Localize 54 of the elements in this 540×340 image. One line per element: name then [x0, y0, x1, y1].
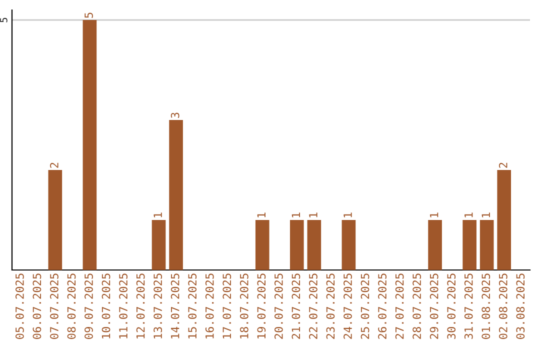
bar — [255, 220, 270, 270]
bar — [48, 170, 62, 270]
data-label: 3 — [170, 112, 180, 118]
x-tick-label: 12.07.2025 — [136, 274, 145, 338]
x-tick-label: 30.07.2025 — [447, 274, 456, 339]
bar — [290, 220, 304, 270]
x-tick-label: 09.07.2025 — [84, 274, 93, 339]
x-tick-label: 16.07.2025 — [205, 274, 214, 338]
x-tick-label: 24.07.2025 — [344, 274, 352, 339]
x-tick-label: 08.07.2025 — [67, 274, 76, 339]
bar — [428, 220, 442, 270]
bar — [342, 220, 356, 270]
bar — [169, 120, 183, 270]
data-label: 1 — [482, 212, 490, 218]
x-tick-label: 29.07.2025 — [430, 274, 438, 339]
x-tick-label: 01.08.2025 — [482, 274, 490, 339]
x-tick-label: 11.07.2025 — [119, 274, 128, 338]
x-tick-label: 31.07.2025 — [464, 274, 473, 339]
x-tick-label: 17.07.2025 — [222, 274, 232, 338]
x-tick-label: 10.07.2025 — [102, 274, 110, 338]
x-tick-label: 21.07.2025 — [292, 274, 300, 339]
x-tick-label: 05.07.2025 — [15, 274, 24, 339]
bar — [307, 220, 322, 270]
data-label: 2 — [50, 162, 58, 168]
x-tick-label: 27.07.2025 — [395, 274, 404, 339]
x-tick-label: 03.08.2025 — [516, 274, 525, 339]
data-label: 1 — [344, 212, 352, 218]
bar — [462, 220, 476, 270]
x-tick-label: 22.07.2025 — [309, 274, 318, 339]
bar — [152, 220, 166, 270]
data-label: 2 — [498, 162, 508, 168]
data-label: 1 — [430, 212, 438, 218]
data-label: 5 — [84, 12, 93, 18]
x-tick-label: 07.07.2025 — [50, 274, 58, 339]
x-tick-label: 02.08.2025 — [498, 274, 508, 339]
data-label: 1 — [464, 212, 473, 218]
bar — [82, 20, 97, 270]
data-label: 1 — [257, 212, 266, 218]
x-tick-label: 19.07.2025 — [257, 274, 266, 338]
bar — [497, 170, 512, 270]
x-tick-label: 18.07.2025 — [240, 274, 248, 338]
x-tick-label: 06.07.2025 — [32, 274, 42, 339]
bar — [480, 220, 494, 270]
x-tick-label: 23.07.2025 — [326, 274, 335, 339]
data-label: 1 — [292, 212, 300, 218]
data-label: 1 — [154, 212, 162, 218]
x-tick-label: 13.07.2025 — [154, 274, 162, 338]
x-tick-label: 28.07.2025 — [412, 274, 422, 339]
x-tick-label: 20.07.2025 — [274, 274, 283, 339]
x-tick-label: 26.07.2025 — [378, 274, 386, 339]
x-tick-label: 14.07.2025 — [170, 274, 180, 338]
x-tick-label: 15.07.2025 — [188, 274, 197, 338]
data-label: 1 — [309, 212, 318, 218]
x-tick-label: 25.07.2025 — [360, 274, 370, 339]
